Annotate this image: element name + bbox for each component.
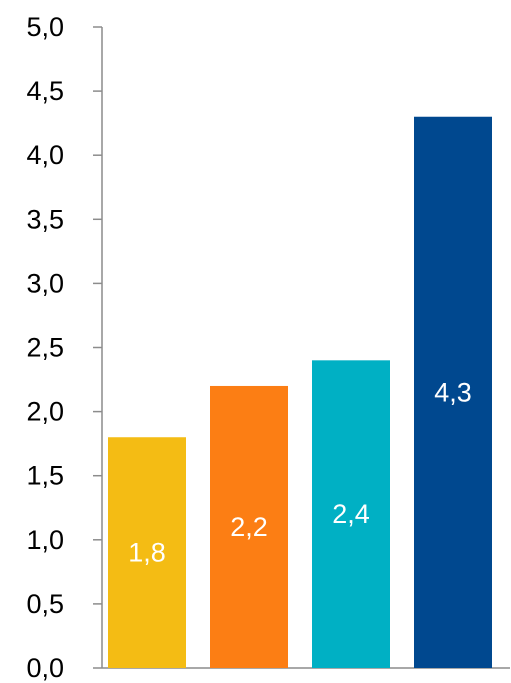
bar bbox=[312, 360, 390, 668]
y-tick-label: 2,5 bbox=[26, 333, 64, 363]
y-tick-label: 5,0 bbox=[26, 12, 64, 42]
bar-data-label: 4,3 bbox=[434, 377, 472, 407]
bar-data-label: 2,4 bbox=[332, 499, 370, 529]
y-tick-label: 3,0 bbox=[26, 268, 64, 298]
bar bbox=[108, 437, 186, 668]
y-axis: 0,0 0,5 1,0 1,5 2,0 2,5 3,0 3,5 4,0 4,5 5,0 bbox=[26, 12, 103, 683]
bar bbox=[414, 116, 492, 669]
y-tick-label: 4,5 bbox=[26, 76, 64, 106]
y-tick-label: 1,5 bbox=[26, 461, 64, 491]
y-tick-label: 3,5 bbox=[26, 204, 64, 234]
y-tick-label: 0,0 bbox=[26, 653, 64, 683]
data-labels-group: 1,8 2,2 2,4 4,3 bbox=[128, 377, 472, 567]
y-tick-label: 4,0 bbox=[26, 140, 64, 170]
y-tick-label: 0,5 bbox=[26, 589, 64, 619]
bars-group bbox=[108, 116, 492, 669]
y-tick-label: 2,0 bbox=[26, 397, 64, 427]
y-tick-label: 1,0 bbox=[26, 525, 64, 555]
bar bbox=[210, 385, 288, 668]
bar-data-label: 1,8 bbox=[128, 538, 166, 568]
bar-data-label: 2,2 bbox=[230, 512, 268, 542]
